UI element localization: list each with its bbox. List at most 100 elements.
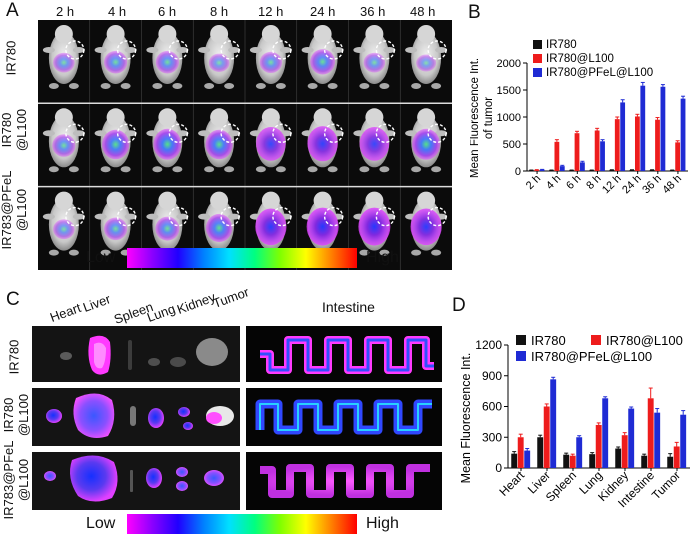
mouse-image [146,25,189,89]
legend-label: IR780 [546,39,577,51]
organ-label: Tumor [210,284,251,311]
bar-ir780 [669,170,675,171]
x-tick-label: 4 h [544,173,563,192]
mouse-image [198,25,241,89]
x-tick-label: 24 h [620,173,644,197]
ex-vivo-organ-images [32,326,442,510]
bar-ir780-pfel-l100 [680,414,687,468]
color-scale-bar [127,248,357,268]
scale-high-label-c: High [366,515,399,532]
mouse-image [405,25,448,89]
mouse-image [42,191,85,256]
y-tick-label: 600 [482,400,502,414]
time-label: 8 h [210,4,229,19]
mouse-image [146,108,189,173]
mouse-image-grid [38,20,452,270]
bar-ir780-l100 [634,116,640,171]
bar-ir780-l100 [574,133,580,171]
bar-ir780-pfel-l100 [680,98,686,171]
y-tick-label: 2000 [497,58,521,70]
bar-ir780-pfel-l100 [602,398,609,468]
bar-ir780-pfel-l100 [660,86,666,171]
chart-d: 03006009001200HeartLiverSpleenLungKidney… [459,333,690,510]
mouse-image [301,108,344,173]
bar-ir780-l100 [594,130,600,171]
x-tick-label: Tumor [649,468,683,502]
mouse-image [405,191,448,256]
mouse-image [353,191,396,256]
x-tick-label: 12 h [600,173,624,197]
time-label: 4 h [108,4,127,19]
x-tick-label: 48 h [660,173,684,197]
y-tick-label: 1500 [497,85,521,97]
panel-letter-d: D [452,295,466,316]
bar-ir780-pfel-l100 [559,166,565,171]
scale-low-label: Low [86,249,116,266]
legend-swatch [533,54,542,63]
y-tick-label: 900 [482,369,502,383]
time-label: 6 h [158,4,177,19]
bar-ir780-pfel-l100 [654,412,661,468]
bar-ir780-pfel-l100 [550,379,557,468]
legend-swatch [533,68,542,77]
mouse-image [301,25,344,89]
bar-ir780-l100 [621,435,628,468]
legend-label: IR780@L100 [606,333,683,348]
bar-ir780 [589,170,595,171]
bar-ir780 [549,170,554,171]
bar-ir780-l100 [675,142,681,171]
bar-ir780 [615,448,622,468]
mouse-image [405,108,448,173]
y-tick-label: 1000 [497,112,521,124]
bar-ir780-pfel-l100 [580,162,585,171]
mouse-image [94,25,137,89]
x-tick-label: 36 h [640,173,664,197]
legend-swatch [516,351,526,361]
legend-swatch [591,335,601,345]
panel-letter-a: A [6,0,19,21]
bar-ir780 [629,169,635,171]
y-tick-label: 1200 [475,338,502,352]
bar-ir780-pfel-l100 [600,141,605,171]
scale-low-label-c: Low [86,515,116,532]
mouse-image [249,191,292,256]
time-label: 24 h [310,4,336,19]
legend-swatch [516,335,526,345]
bar-ir780-l100 [655,119,660,171]
bar-ir780-l100 [554,141,560,171]
bar-ir780-pfel-l100 [576,437,583,468]
bar-ir780 [641,455,648,468]
x-tick-label: 6 h [564,173,583,192]
mouse-image [94,108,137,173]
time-label: 48 h [410,4,436,19]
color-scale-bar-c [127,514,357,534]
scale-high-label: High [366,249,399,266]
bar-ir780 [609,169,615,171]
mouse-image [353,25,396,89]
y-axis-label-line2: of tumor [483,97,495,139]
bar-ir780 [589,454,596,468]
bar-ir780 [649,169,655,171]
bar-ir780-l100 [595,424,602,468]
bar-ir780 [563,454,570,468]
bar-ir780-pfel-l100 [640,85,646,171]
legend-label: IR780 [531,333,566,348]
time-label: 36 h [360,4,386,19]
bar-ir780-pfel-l100 [628,408,635,468]
bar-ir780-l100 [543,406,550,468]
time-label: 2 h [56,4,75,19]
mouse-image [249,108,292,173]
y-tick-label: 0 [495,461,502,475]
mouse-image [94,191,137,256]
legend-label: IR780@L100 [546,53,614,65]
time-label: 12 h [258,4,284,19]
legend-swatch [533,40,542,49]
bar-ir780 [528,170,534,171]
mouse-image [42,108,85,173]
y-tick-label: 0 [515,166,521,178]
organ-label: Liver [80,291,113,315]
panel-letter-c: C [6,289,20,310]
legend-label: IR780@PFeL@L100 [531,349,652,364]
